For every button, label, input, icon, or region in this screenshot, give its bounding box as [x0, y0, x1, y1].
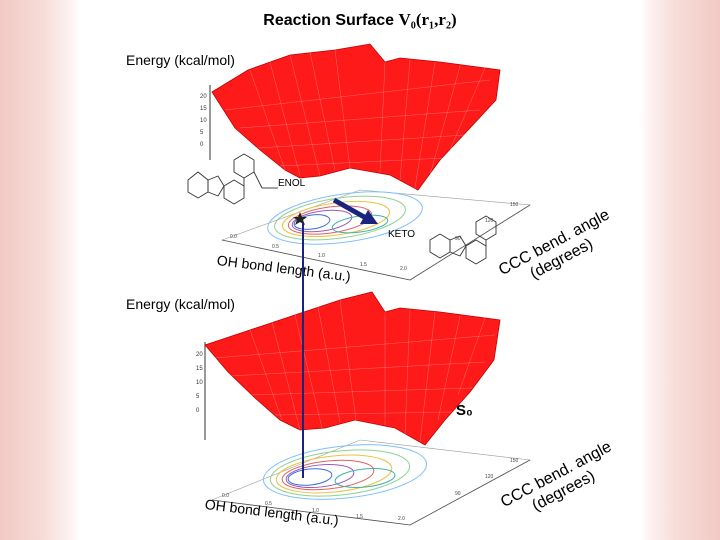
svg-text:150: 150 — [510, 202, 519, 208]
svg-text:2.0: 2.0 — [398, 516, 405, 522]
svg-text:1.0: 1.0 — [312, 508, 319, 514]
bottom-energy-label: Energy (kcal/mol) — [126, 296, 235, 312]
svg-text:10: 10 — [200, 118, 207, 124]
svg-text:120: 120 — [485, 218, 494, 224]
svg-text:0.0: 0.0 — [230, 234, 237, 240]
svg-text:1.0: 1.0 — [318, 253, 325, 259]
svg-text:0: 0 — [200, 142, 204, 148]
svg-text:1.5: 1.5 — [360, 262, 367, 268]
svg-text:0.0: 0.0 — [222, 493, 229, 499]
svg-text:120: 120 — [485, 474, 494, 480]
svg-text:0.5: 0.5 — [272, 244, 279, 250]
slide-title: Reaction Surface V₀(r₁,r₂) — [0, 10, 720, 30]
svg-text:150: 150 — [510, 458, 519, 464]
state-label: S₀ — [456, 402, 473, 419]
enol-label: ENOL — [278, 178, 306, 189]
svg-text:90: 90 — [455, 491, 461, 497]
svg-text:2.0: 2.0 — [400, 266, 407, 272]
svg-text:20: 20 — [200, 94, 207, 100]
svg-text:5: 5 — [200, 130, 204, 136]
svg-text:90: 90 — [455, 236, 461, 242]
keto-label: KETO — [388, 229, 416, 240]
svg-text:10: 10 — [196, 380, 203, 386]
svg-text:0: 0 — [196, 408, 200, 414]
title-text: Reaction Surface — [263, 12, 395, 29]
svg-text:20: 20 — [196, 352, 203, 358]
svg-text:15: 15 — [196, 366, 203, 372]
svg-text:15: 15 — [200, 106, 207, 112]
title-formula: V₀(r₁,r₂) — [398, 10, 457, 29]
svg-text:5: 5 — [196, 394, 200, 400]
top-energy-label: Energy (kcal/mol) — [126, 52, 235, 68]
svg-text:1.5: 1.5 — [356, 514, 363, 520]
svg-text:0.5: 0.5 — [265, 501, 272, 507]
